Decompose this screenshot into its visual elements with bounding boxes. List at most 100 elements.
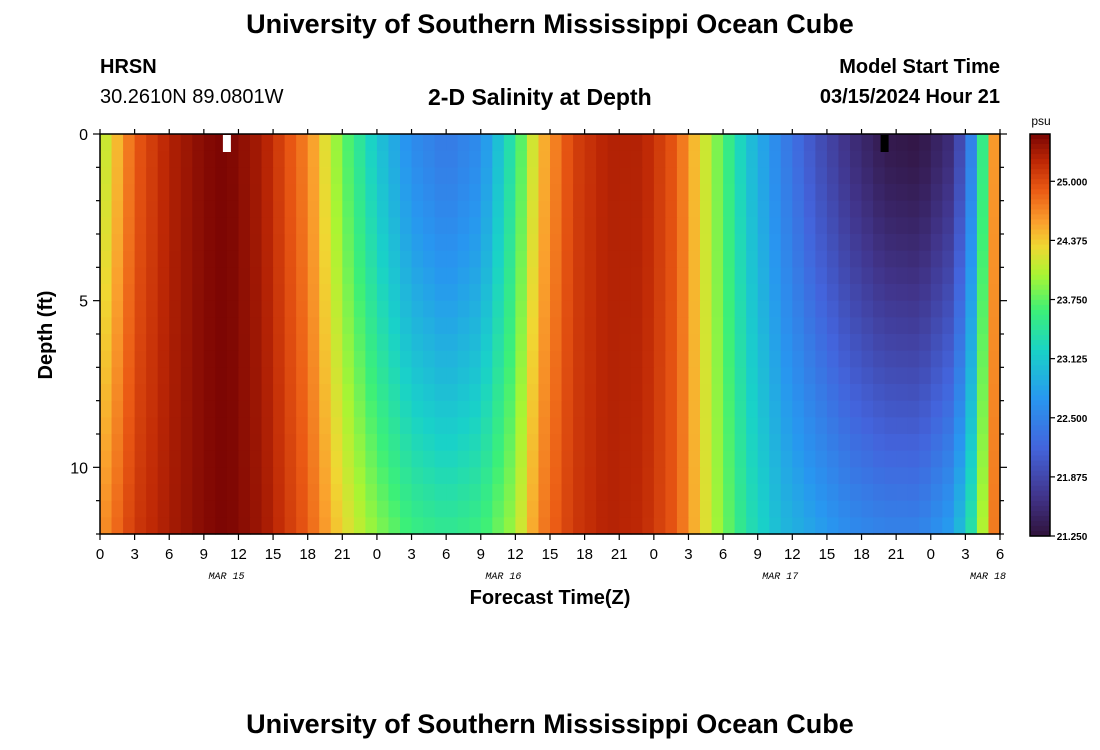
heatmap-cell	[226, 150, 240, 168]
heatmap-cell	[538, 300, 551, 318]
heatmap-cell	[226, 400, 240, 418]
heatmap-cell	[953, 284, 966, 302]
heatmap-cell	[319, 417, 332, 435]
heatmap-cell	[526, 400, 540, 418]
heatmap-cell	[296, 250, 309, 268]
heatmap-cell	[250, 384, 263, 402]
heatmap-cell	[873, 517, 886, 535]
heatmap-cell	[203, 267, 216, 285]
heatmap-cell	[146, 467, 159, 485]
heatmap-cell	[423, 184, 436, 202]
heatmap-cell	[815, 250, 828, 268]
heatmap-cell	[492, 284, 505, 302]
heatmap-cell	[873, 167, 886, 185]
heatmap-cell	[838, 434, 851, 452]
heatmap-cell	[261, 200, 274, 218]
heatmap-cell	[711, 200, 724, 218]
heatmap-cell	[746, 217, 759, 235]
colorbar-segment	[1030, 154, 1050, 160]
heatmap-cell	[503, 450, 516, 468]
heatmap-cell	[273, 367, 286, 385]
heatmap-cell	[203, 167, 216, 185]
heatmap-cell	[457, 500, 470, 518]
heatmap-cell	[388, 500, 401, 518]
heatmap-cell	[330, 134, 343, 152]
heatmap-cell	[503, 467, 516, 485]
heatmap-cell	[815, 450, 828, 468]
heatmap-cell	[780, 334, 793, 352]
heatmap-cell	[319, 317, 332, 335]
heatmap-cell	[146, 517, 159, 535]
heatmap-cell	[434, 317, 447, 335]
heatmap-cell	[780, 150, 793, 168]
heatmap-cell	[261, 217, 274, 235]
heatmap-cell	[907, 200, 920, 218]
heatmap-cell	[400, 434, 413, 452]
colorbar-segment	[1030, 329, 1050, 336]
heatmap-cell	[250, 367, 263, 385]
heatmap-cell	[942, 484, 955, 502]
heatmap-cell	[180, 134, 193, 152]
heatmap-cell	[215, 250, 228, 268]
heatmap-cell	[550, 334, 563, 352]
heatmap-cell	[919, 150, 932, 168]
heatmap-cell	[226, 200, 240, 218]
heatmap-cell	[157, 417, 170, 435]
heatmap-cell	[215, 217, 228, 235]
heatmap-cell	[803, 517, 816, 535]
heatmap-cell	[884, 450, 897, 468]
heatmap-cell	[250, 267, 263, 285]
heatmap-cell	[965, 217, 978, 235]
heatmap-cell	[261, 384, 274, 402]
heatmap-cell	[330, 500, 343, 518]
heatmap-cell	[538, 267, 551, 285]
heatmap-cell	[550, 417, 563, 435]
heatmap-cell	[757, 450, 770, 468]
heatmap-cell	[169, 400, 182, 418]
heatmap-cell	[434, 350, 447, 368]
colorbar-segment	[1030, 309, 1050, 316]
heatmap-cell	[838, 400, 851, 418]
heatmap-cell	[630, 234, 643, 252]
heatmap-cell	[376, 300, 390, 318]
heatmap-cell	[642, 217, 655, 235]
heatmap-cell	[653, 334, 666, 352]
heatmap-cell	[226, 417, 240, 435]
heatmap-cell	[469, 517, 482, 535]
heatmap-cell	[826, 167, 840, 185]
heatmap-cell	[284, 450, 297, 468]
heatmap-cell	[919, 517, 932, 535]
heatmap-cell	[850, 184, 863, 202]
heatmap-cell	[573, 284, 586, 302]
heatmap-cell	[123, 267, 136, 285]
heatmap-cell	[538, 467, 551, 485]
heatmap-cell	[688, 484, 701, 502]
date-label: MAR 16	[485, 572, 521, 583]
heatmap-cell	[930, 500, 943, 518]
heatmap-cell	[919, 200, 932, 218]
heatmap-cell	[919, 250, 932, 268]
heatmap-cell	[769, 250, 782, 268]
heatmap-cell	[561, 450, 574, 468]
heatmap-cell	[573, 250, 586, 268]
heatmap-cell	[480, 234, 493, 252]
heatmap-cell	[907, 467, 920, 485]
heatmap-cell	[550, 500, 563, 518]
x-tick-label: 15	[819, 546, 836, 563]
x-tick-label: 18	[853, 546, 870, 563]
heatmap-cell	[250, 234, 263, 252]
heatmap-cell	[215, 500, 228, 518]
colorbar-segment	[1030, 360, 1050, 366]
heatmap-cell	[688, 384, 701, 402]
heatmap-cell	[584, 267, 597, 285]
heatmap-cell	[192, 450, 205, 468]
heatmap-cell	[723, 417, 736, 435]
heatmap-cell	[226, 484, 240, 502]
heatmap-cell	[480, 284, 493, 302]
heatmap-cell	[942, 517, 955, 535]
heatmap-cell	[319, 517, 332, 535]
heatmap-cell	[723, 200, 736, 218]
heatmap-cell	[515, 184, 528, 202]
heatmap-cell	[111, 267, 124, 285]
heatmap-cell	[907, 400, 920, 418]
